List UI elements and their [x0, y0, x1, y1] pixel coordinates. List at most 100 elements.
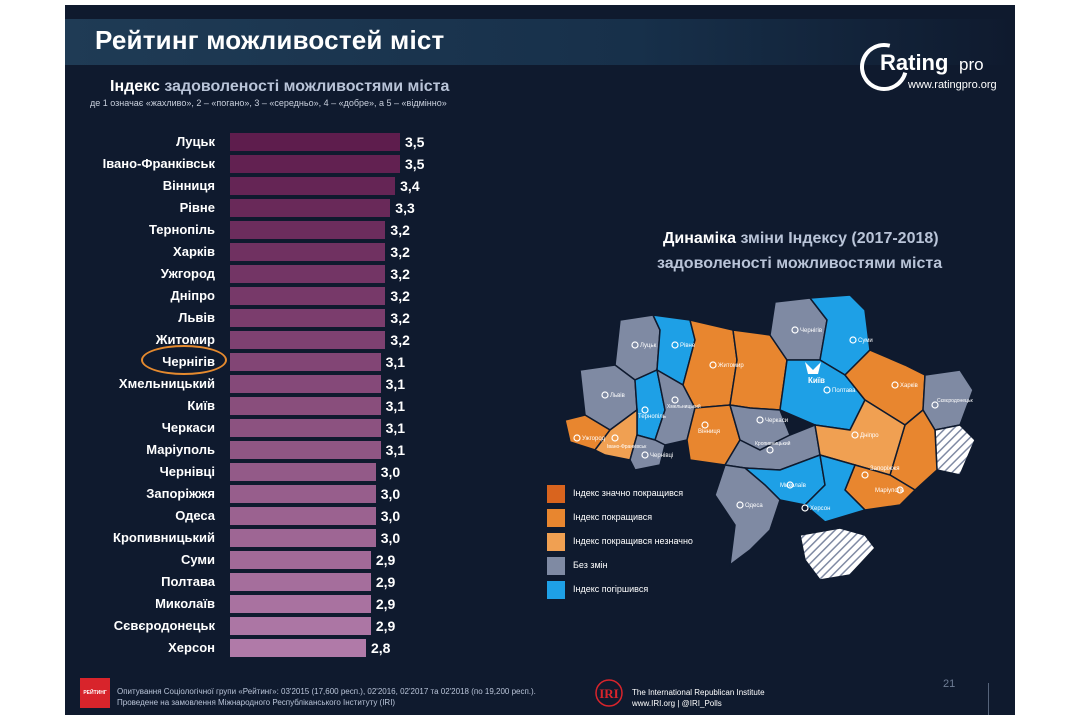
- bar: [230, 133, 400, 151]
- corner-decoration: [988, 683, 1015, 715]
- category-label: Львів: [178, 310, 215, 325]
- map-label-20: Сєвєродонецьк: [937, 398, 974, 404]
- category-label: Черкаси: [161, 420, 215, 435]
- bar-value-label: 2,9: [375, 618, 396, 634]
- bar-value-label: 3,1: [385, 442, 406, 458]
- kyiv-marker: [805, 362, 821, 374]
- logo-name-b: pro: [959, 55, 984, 74]
- bar: [230, 529, 376, 547]
- map-label-22: Одеса: [745, 503, 763, 509]
- category-label: Херсон: [168, 640, 215, 655]
- chart-title-part2: задоволеності можливостями міста: [164, 78, 450, 95]
- category-label: Полтава: [161, 574, 215, 589]
- bar-value-label: 3,2: [390, 310, 410, 326]
- bar-value-label: 3,2: [390, 266, 410, 282]
- map-label-9: Тернопіль: [638, 414, 666, 420]
- category-label: Кропивницький: [113, 530, 215, 545]
- legend-swatch: [547, 557, 565, 575]
- bar-value-label: 3,1: [385, 376, 406, 392]
- bar: [230, 463, 376, 481]
- region-kherson: [803, 453, 867, 523]
- map-label-3: Київ: [808, 376, 825, 385]
- bar: [230, 177, 396, 195]
- map-label-5: Суми: [858, 338, 873, 344]
- category-label: Житомир: [155, 332, 215, 347]
- map-label-23: Херсон: [810, 506, 830, 512]
- category-label: Луцьк: [176, 134, 215, 149]
- bar: [230, 441, 381, 459]
- map-label-7: Полтава: [832, 388, 856, 394]
- map-title-part2: зміни Індексу (2017-2018): [740, 230, 939, 247]
- legend-swatch: [547, 509, 565, 527]
- category-label: Суми: [180, 552, 215, 567]
- category-label: Дніпро: [170, 288, 215, 303]
- category-label: Запоріжжя: [146, 486, 215, 501]
- category-label: Тернопіль: [149, 222, 215, 237]
- iri-line2: www.IRI.org | @IRI_Polls: [632, 699, 722, 708]
- legend-swatch: [547, 485, 565, 503]
- map-label-11: Вінниця: [698, 429, 720, 435]
- category-label: Київ: [187, 398, 215, 413]
- footer-note-line2: Проведене на замовлення Міжнародного Рес…: [117, 698, 396, 707]
- bar: [230, 551, 371, 569]
- bar: [230, 331, 386, 349]
- map-label-21: Миколаїв: [780, 483, 806, 489]
- bar: [230, 199, 391, 217]
- map-label-12: Ужгород: [582, 436, 606, 442]
- bar-value-label: 2,9: [375, 552, 396, 568]
- bar: [230, 155, 400, 173]
- map-label-19: Маріуполь: [875, 488, 904, 494]
- logo-url: www.ratingpro.org: [908, 79, 997, 91]
- category-label: Одеса: [175, 508, 215, 523]
- category-label: Харків: [173, 244, 215, 259]
- map-label-13: Івано-Франківськ: [607, 444, 647, 450]
- bar-value-label: 3,5: [405, 134, 425, 150]
- bar: [230, 507, 376, 525]
- region-khmelnytskyi: [654, 368, 696, 446]
- category-label: Ужгород: [160, 266, 215, 281]
- map-title-part1: Динаміка: [663, 230, 736, 247]
- bar-value-label: 3,0: [380, 486, 401, 502]
- bar-value-label: 3,2: [390, 288, 410, 304]
- map-label-14: Чернівці: [650, 453, 673, 459]
- map-label-0: Луцьк: [640, 343, 657, 349]
- slide: Рейтинг можливостей міст Rating pro www.…: [65, 5, 1015, 715]
- legend-label: Без змін: [573, 560, 608, 570]
- legend-swatch: [547, 581, 565, 599]
- legend-label: Індекс покращився незначно: [573, 536, 693, 546]
- map-label-15: Черкаси: [765, 418, 788, 424]
- category-label: Миколаїв: [155, 596, 215, 611]
- bar: [230, 397, 381, 415]
- bar-value-label: 3,2: [390, 222, 410, 238]
- map-label-8: Львів: [610, 393, 625, 399]
- chart-title-part1: Індекс: [110, 78, 160, 95]
- region-luhansk-occupied: [934, 424, 976, 476]
- page-number: 21: [943, 678, 956, 690]
- reyting-logo: РЕЙТИНГ: [80, 678, 110, 708]
- footer-note: Опитування Соціологічної групи «Рейтинг»…: [117, 686, 536, 708]
- map-label-18: Запоріжжя: [870, 466, 900, 472]
- map-label-17: Дніпро: [860, 433, 879, 439]
- bar: [230, 309, 386, 327]
- bar-value-label: 3,1: [385, 420, 406, 436]
- map-label-10: Хмельницький: [667, 403, 701, 410]
- bar: [230, 243, 386, 261]
- legend-label: Індекс покращився: [573, 512, 653, 522]
- map-label-16: Кропивницький: [755, 440, 791, 447]
- category-label: Сєвєродонецьк: [113, 618, 215, 633]
- legend-label: Індекс значно покращився: [573, 488, 684, 498]
- bar-value-label: 3,4: [400, 178, 420, 194]
- bar-value-label: 2,9: [375, 596, 396, 612]
- bar-value-label: 3,3: [395, 200, 415, 216]
- bar: [230, 639, 366, 657]
- category-label: Івано-Франківськ: [102, 156, 215, 171]
- bar-value-label: 3,0: [380, 508, 401, 524]
- ratingpro-logo: Rating pro www.ratingpro.org: [851, 34, 1010, 100]
- iri-text: The International Republican Institute w…: [632, 687, 765, 709]
- map-title-line1: Динаміка зміни Індексу (2017-2018): [663, 230, 939, 248]
- bar: [230, 375, 381, 393]
- highlight-ring: [141, 345, 227, 375]
- category-label: Чернівці: [159, 464, 215, 479]
- bar-value-label: 2,8: [371, 640, 391, 656]
- bar-value-label: 3,5: [405, 156, 425, 172]
